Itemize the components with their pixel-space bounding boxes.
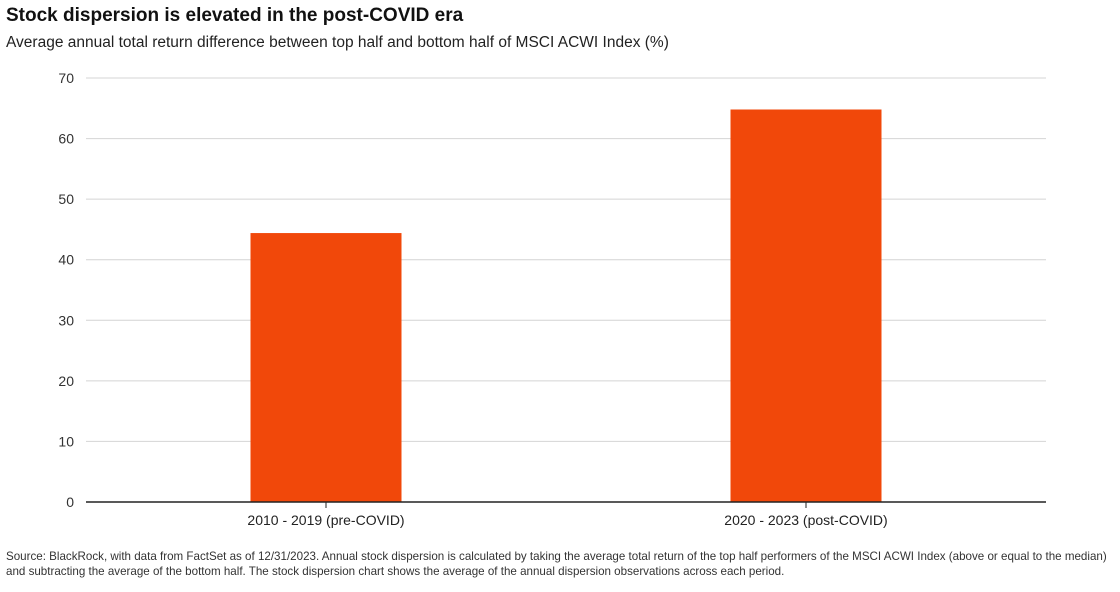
y-tick-label: 70 <box>58 70 74 86</box>
bar <box>250 233 402 502</box>
y-tick-label: 20 <box>58 373 74 389</box>
y-tick-label: 30 <box>58 312 74 328</box>
bar <box>730 109 882 503</box>
y-tick-label: 40 <box>58 252 74 268</box>
x-tick-label: 2010 - 2019 (pre-COVID) <box>247 512 404 528</box>
x-tick-label: 2020 - 2023 (post-COVID) <box>724 512 887 528</box>
y-tick-label: 50 <box>58 191 74 207</box>
source-note: Source: BlackRock, with data from FactSe… <box>6 550 1107 578</box>
chart-subtitle: Average annual total return difference b… <box>6 34 669 51</box>
y-tick-label: 0 <box>66 494 74 510</box>
chart-title: Stock dispersion is elevated in the post… <box>6 5 464 26</box>
bar-chart: 0 10 20 30 40 50 60 70 2010 - 2019 (pre-COVID) 20… <box>58 70 1046 528</box>
y-tick-label: 10 <box>58 433 74 449</box>
y-tick-label: 60 <box>58 131 74 147</box>
